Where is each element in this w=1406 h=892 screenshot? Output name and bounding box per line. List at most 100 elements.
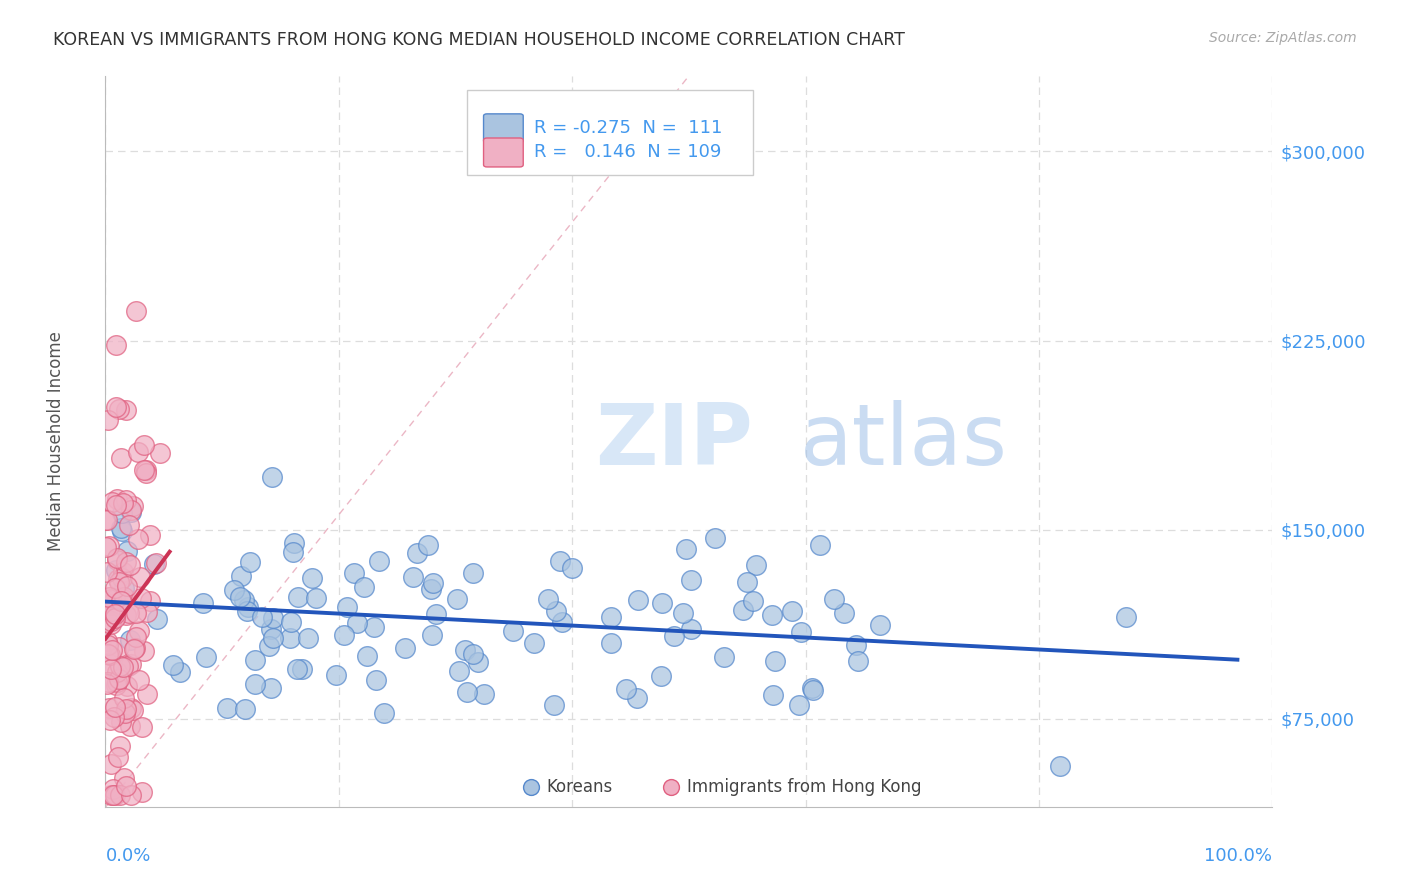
Point: [869, 618, 891, 632]
Point: [135, 467, 157, 481]
Point: [98, 648, 121, 662]
Point: [97, 590, 120, 604]
Point: [651, 595, 673, 609]
Point: [121, 499, 143, 513]
Point: [122, 641, 145, 656]
Point: [703, 532, 725, 546]
Point: [96, 513, 118, 527]
Point: [343, 566, 366, 581]
Text: Immigrants from Hong Kong: Immigrants from Hong Kong: [686, 778, 921, 796]
Point: [561, 561, 583, 575]
Point: [131, 784, 153, 798]
Text: ZIP: ZIP: [596, 400, 754, 483]
Point: [115, 579, 138, 593]
Point: [97, 648, 120, 662]
Point: [107, 553, 129, 567]
Point: [115, 608, 138, 623]
Point: [418, 538, 440, 552]
Point: [122, 703, 145, 717]
Point: [104, 611, 127, 625]
Point: [118, 558, 141, 573]
Point: [169, 665, 191, 680]
Point: [283, 536, 305, 550]
Point: [233, 702, 256, 716]
Point: [262, 631, 284, 645]
Point: [107, 672, 129, 686]
Point: [136, 688, 159, 702]
FancyBboxPatch shape: [484, 114, 523, 143]
Point: [103, 607, 125, 622]
Point: [402, 570, 425, 584]
Point: [363, 620, 385, 634]
Point: [252, 610, 274, 624]
Point: [222, 583, 245, 598]
Point: [162, 658, 184, 673]
Point: [679, 622, 702, 636]
Point: [394, 641, 416, 656]
Point: [127, 444, 149, 458]
Point: [523, 636, 546, 650]
Text: Median Household Income: Median Household Income: [48, 332, 66, 551]
Point: [145, 557, 167, 571]
Point: [502, 624, 524, 638]
Point: [548, 554, 571, 568]
Point: [97, 700, 120, 714]
Point: [103, 610, 125, 624]
Point: [367, 554, 389, 568]
Point: [245, 653, 267, 667]
Point: [135, 463, 157, 477]
Point: [120, 657, 142, 671]
Point: [761, 608, 783, 623]
Point: [243, 676, 266, 690]
Point: [111, 524, 134, 538]
Point: [127, 533, 149, 547]
Point: [120, 701, 142, 715]
Point: [1049, 758, 1071, 772]
Point: [110, 659, 132, 673]
Point: [132, 462, 155, 476]
Point: [97, 674, 120, 689]
Point: [125, 630, 148, 644]
Point: [420, 627, 443, 641]
Point: [108, 640, 131, 654]
Point: [115, 780, 138, 794]
Point: [97, 638, 120, 652]
Point: [808, 538, 831, 552]
Point: [238, 600, 260, 615]
Point: [118, 518, 141, 533]
Point: [262, 470, 284, 484]
Text: 100.0%: 100.0%: [1205, 847, 1272, 865]
Point: [114, 691, 136, 706]
Point: [551, 615, 574, 629]
Point: [543, 698, 565, 712]
Point: [787, 698, 810, 712]
Point: [101, 495, 124, 509]
Point: [463, 566, 485, 580]
Point: [600, 635, 623, 649]
Point: [537, 591, 560, 606]
Point: [100, 662, 122, 676]
Point: [98, 713, 121, 727]
Point: [129, 591, 152, 606]
Point: [120, 505, 142, 519]
Point: [422, 575, 444, 590]
Point: [117, 658, 139, 673]
Point: [280, 631, 302, 645]
Point: [120, 503, 142, 517]
Point: [105, 665, 128, 679]
Point: [194, 649, 217, 664]
Point: [364, 673, 387, 688]
Point: [467, 655, 489, 669]
Point: [138, 594, 160, 608]
Point: [115, 555, 138, 569]
Point: [301, 571, 323, 585]
Point: [134, 438, 156, 452]
Point: [100, 616, 122, 631]
Point: [108, 401, 131, 416]
Point: [94, 540, 117, 554]
Point: [103, 710, 125, 724]
Point: [305, 591, 328, 605]
Point: [120, 719, 142, 733]
Point: [356, 649, 378, 664]
Point: [335, 599, 357, 614]
